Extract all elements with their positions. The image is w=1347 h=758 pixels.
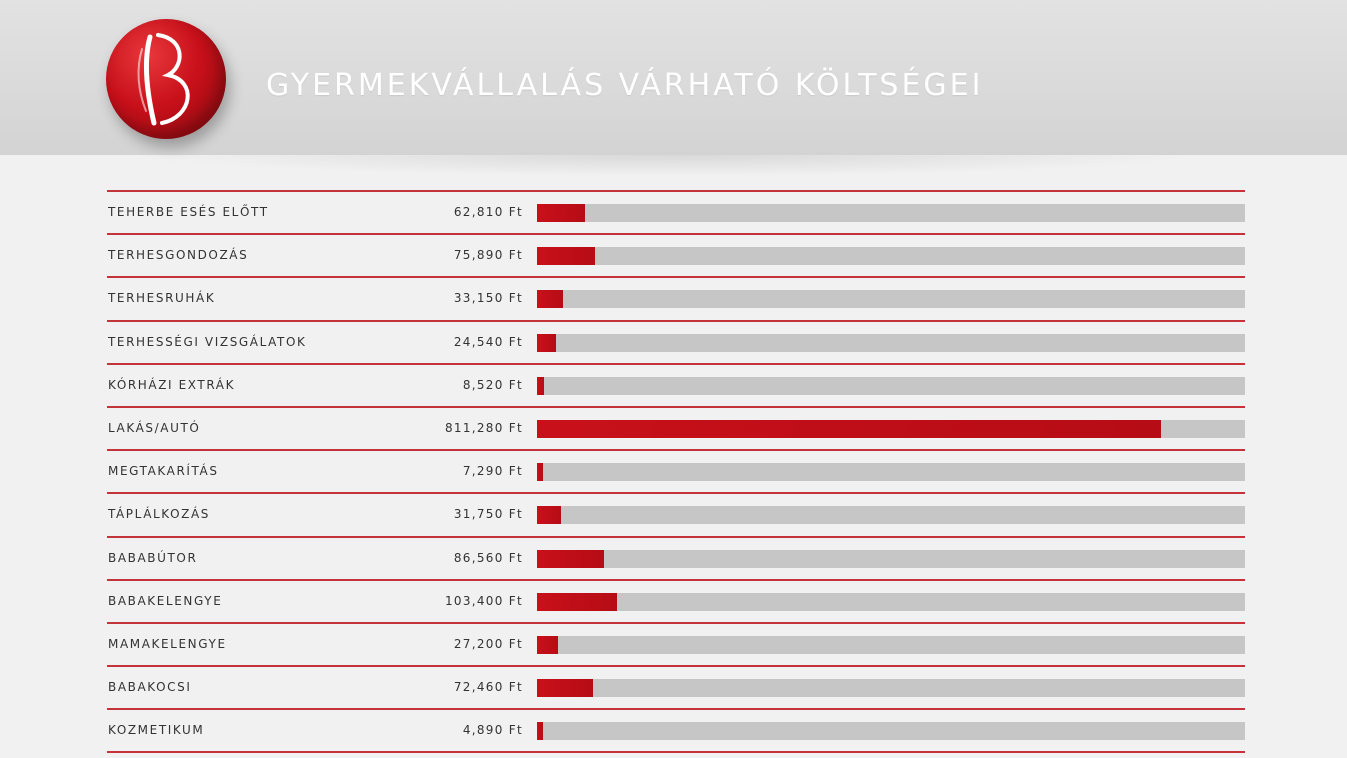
category-label: TEHERBE ESÉS ELŐTT bbox=[108, 205, 269, 219]
bar-track bbox=[537, 247, 1245, 266]
chart-row: TEHERBE ESÉS ELŐTT 62,810 Ft bbox=[107, 190, 1245, 233]
category-label: TERHESRUHÁK bbox=[108, 291, 216, 306]
bar bbox=[537, 290, 563, 309]
category-label: LAKÁS/AUTÓ bbox=[108, 420, 201, 435]
bar-track bbox=[537, 419, 1245, 438]
chart-row: TERHESRUHÁK 33,150 Ft bbox=[107, 276, 1245, 319]
bar bbox=[537, 679, 593, 698]
bar-track bbox=[537, 635, 1245, 654]
category-label: TÁPLÁLKOZÁS bbox=[108, 507, 211, 522]
bar-track bbox=[537, 679, 1245, 698]
bar-track bbox=[537, 204, 1245, 222]
chart-row: KOZMETIKUM 4,890 Ft bbox=[107, 708, 1245, 754]
bar-track bbox=[537, 333, 1245, 352]
bar bbox=[537, 592, 617, 611]
category-label: KOZMETIKUM bbox=[108, 723, 205, 738]
value-label: 8,520 Ft bbox=[462, 377, 523, 392]
bar bbox=[537, 376, 544, 395]
bar-track bbox=[537, 290, 1245, 309]
chart-row: MEGTAKARÍTÁS 7,290 Ft bbox=[107, 449, 1245, 492]
bar bbox=[537, 722, 543, 741]
category-label: MEGTAKARÍTÁS bbox=[108, 464, 219, 479]
chart-row: BABAKELENGYE 103,400 Ft bbox=[107, 578, 1245, 622]
value-label: 4,890 Ft bbox=[462, 723, 523, 738]
chart-row: BABAKOCSI 72,460 Ft bbox=[107, 665, 1245, 708]
bar bbox=[537, 247, 596, 266]
value-label: 811,280 Ft bbox=[444, 420, 523, 435]
bar-track bbox=[537, 463, 1245, 482]
value-label: 27,200 Ft bbox=[453, 636, 523, 651]
category-label: TERHESGONDOZÁS bbox=[108, 248, 249, 263]
b-silhouette-logo-icon bbox=[106, 19, 226, 139]
category-label: KÓRHÁZI EXTRÁK bbox=[108, 377, 236, 392]
value-label: 103,400 Ft bbox=[444, 593, 523, 608]
header-shadow bbox=[0, 155, 1347, 185]
bar bbox=[537, 549, 604, 568]
value-label: 75,890 Ft bbox=[453, 248, 523, 263]
value-label: 72,460 Ft bbox=[453, 680, 523, 695]
value-label: 31,750 Ft bbox=[453, 507, 523, 522]
value-label: 24,540 Ft bbox=[453, 334, 523, 349]
bar bbox=[537, 419, 1162, 438]
chart-row: MAMAKELENGYE 27,200 Ft bbox=[107, 621, 1245, 665]
bar-track bbox=[537, 592, 1245, 611]
value-label: 33,150 Ft bbox=[453, 291, 523, 306]
chart-row: TERHESSÉGI VIZSGÁLATOK 24,540 Ft bbox=[107, 319, 1245, 363]
bar bbox=[537, 463, 543, 482]
cost-bar-chart: TEHERBE ESÉS ELŐTT 62,810 Ft TERHESGONDOZÁ… bbox=[107, 190, 1245, 754]
category-label: TERHESSÉGI VIZSGÁLATOK bbox=[108, 334, 307, 349]
page-title: GYERMEKVÁLLALÁS VÁRHATÓ KÖLTSÉGEI bbox=[266, 68, 984, 103]
category-label: MAMAKELENGYE bbox=[108, 636, 227, 651]
chart-row: LAKÁS/AUTÓ 811,280 Ft bbox=[107, 405, 1245, 449]
bar bbox=[537, 635, 558, 654]
bar-track bbox=[537, 549, 1245, 568]
bar bbox=[537, 333, 556, 352]
bar bbox=[537, 204, 586, 222]
chart-row: TÁPLÁLKOZÁS 31,750 Ft bbox=[107, 492, 1245, 535]
bar-track bbox=[537, 722, 1245, 741]
value-label: 7,290 Ft bbox=[462, 464, 523, 479]
category-label: BABABÚTOR bbox=[108, 550, 198, 565]
bar-track bbox=[537, 506, 1245, 525]
chart-row: KÓRHÁZI EXTRÁK 8,520 Ft bbox=[107, 362, 1245, 406]
chart-row: BABABÚTOR 86,560 Ft bbox=[107, 535, 1245, 579]
value-label: 62,810 Ft bbox=[453, 205, 523, 219]
value-label: 86,560 Ft bbox=[453, 550, 523, 565]
category-label: BABAKELENGYE bbox=[108, 593, 223, 608]
bar bbox=[537, 506, 562, 525]
chart-row: TERHESGONDOZÁS 75,890 Ft bbox=[107, 233, 1245, 276]
category-label: BABAKOCSI bbox=[108, 680, 192, 695]
bar-track bbox=[537, 376, 1245, 395]
